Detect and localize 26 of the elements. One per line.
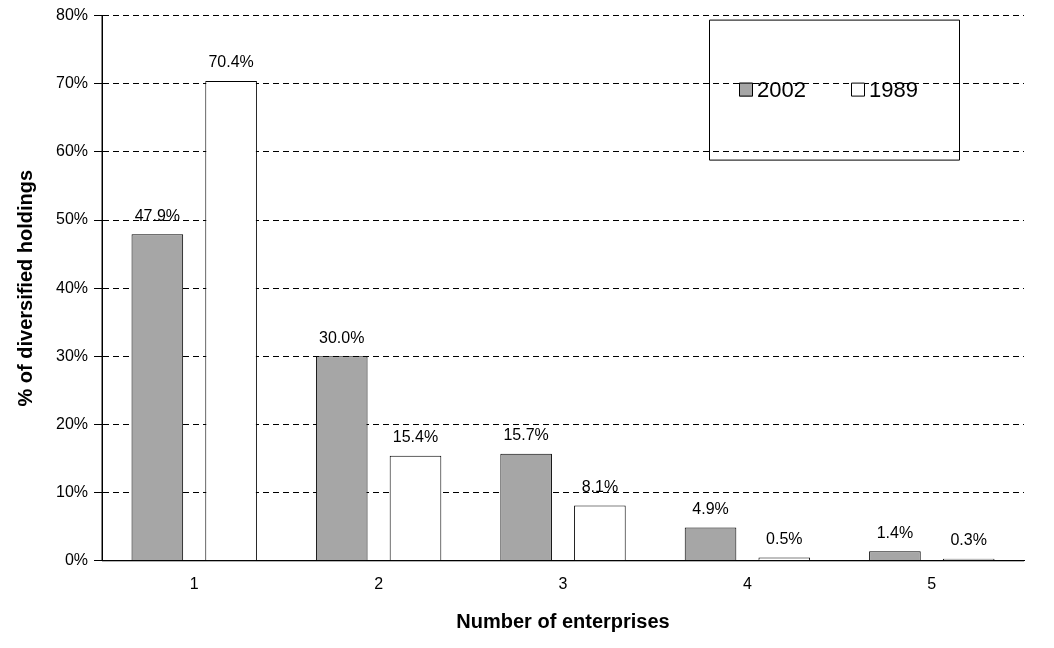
x-tick-label: 1 — [189, 574, 199, 592]
y-tick-label: 50% — [55, 210, 89, 228]
y-axis-title: % of diversified holdings — [13, 169, 36, 407]
y-tick-label: 40% — [55, 278, 89, 296]
x-tick-label: 4 — [742, 574, 752, 592]
data-label: 15.7% — [503, 426, 549, 444]
data-label: 30.0% — [319, 328, 365, 346]
data-label: 47.9% — [134, 206, 181, 224]
y-tick-label: 70% — [55, 74, 89, 92]
x-tick-label: 2 — [374, 574, 384, 592]
y-tick-label: 10% — [55, 483, 89, 501]
data-label: 0.3% — [950, 531, 987, 549]
data-label: 1.4% — [876, 523, 914, 541]
data-label: 15.4% — [392, 428, 439, 446]
y-tick-label: 30% — [55, 346, 89, 364]
data-label: 70.4% — [208, 53, 254, 71]
x-tick-label: 5 — [927, 574, 937, 592]
y-tick-label: 60% — [55, 142, 89, 160]
x-tick-label: 3 — [558, 574, 568, 592]
x-axis-title: Number of enterprises — [456, 609, 670, 632]
y-tick-label: 80% — [55, 6, 89, 24]
y-tick-label: 20% — [55, 414, 89, 432]
data-label: 8.1% — [581, 478, 619, 495]
y-tick-label: 0% — [64, 551, 89, 569]
data-label: 0.5% — [766, 529, 803, 547]
data-label: 4.9% — [692, 499, 729, 517]
